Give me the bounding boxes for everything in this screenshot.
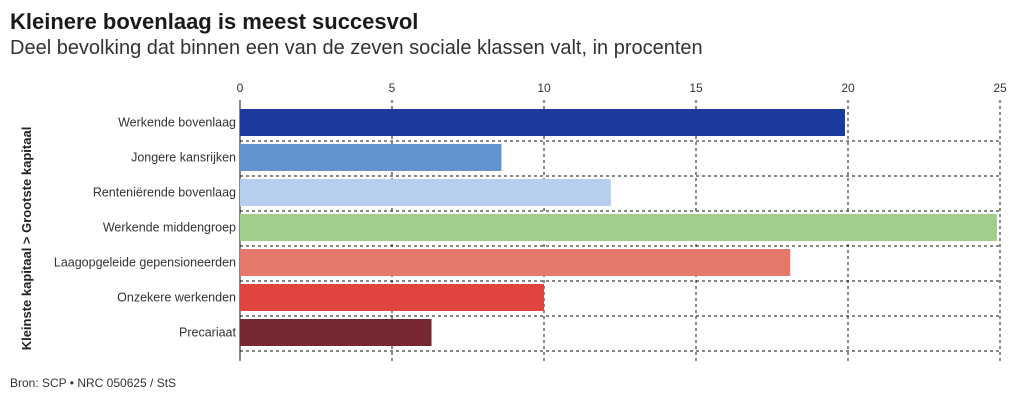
category-label: Werkende bovenlaag — [118, 116, 236, 130]
y-axis-label: Kleinste kapitaal > Grootste kapitaal — [19, 127, 34, 351]
source-note: Bron: SCP • NRC 050625 / StS — [10, 376, 177, 390]
chart-subtitle: Deel bevolking dat binnen een van de zev… — [10, 37, 703, 59]
bar — [240, 179, 611, 206]
bar — [240, 284, 544, 311]
bar — [240, 214, 997, 241]
bar — [240, 249, 791, 276]
bar — [240, 319, 432, 346]
category-label: Laagopgeleide gepensioneerden — [54, 256, 236, 270]
category-label: Werkende middengroep — [103, 221, 236, 235]
x-tick-label: 5 — [389, 81, 396, 95]
bar — [240, 144, 502, 171]
bar — [240, 109, 845, 136]
category-label: Renteniërende bovenlaag — [93, 186, 236, 200]
x-tick-label: 0 — [237, 81, 244, 95]
x-tick-label: 25 — [993, 81, 1007, 95]
x-tick-label: 15 — [689, 81, 703, 95]
x-tick-label: 20 — [841, 81, 855, 95]
label-layer: 0 5 10 15 20 25 Werkende bovenlaag Jongere kans… — [19, 81, 1007, 350]
x-tick-label: 10 — [537, 81, 551, 95]
category-label: Precariaat — [179, 326, 236, 340]
category-label: Jongere kansrijken — [131, 151, 236, 165]
chart-title: Kleinere bovenlaag is meest succesvol — [10, 9, 419, 34]
category-label: Onzekere werkenden — [117, 291, 236, 305]
bar-layer — [240, 109, 997, 346]
